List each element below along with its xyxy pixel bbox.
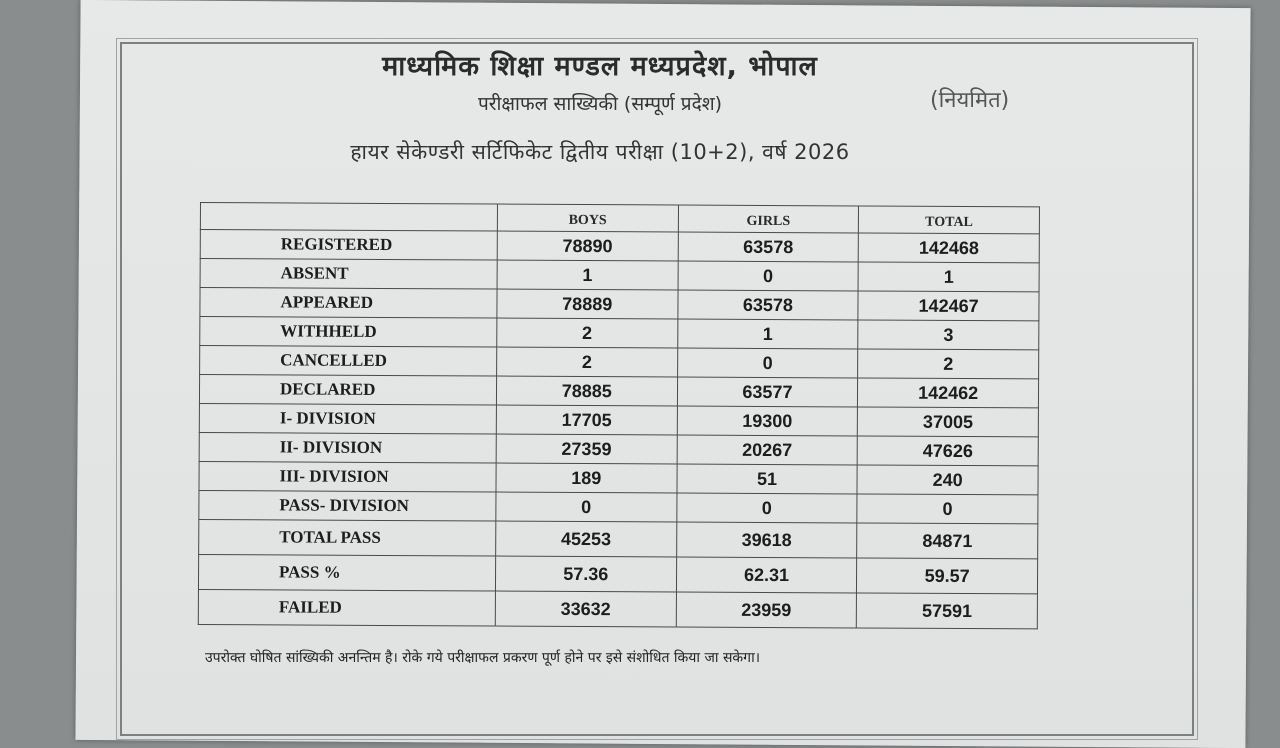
boys-value: 78885 — [496, 376, 678, 407]
row-label: II- DIVISION — [199, 432, 497, 464]
table-row: III- DIVISION 189 51 240 — [198, 461, 1039, 495]
exam-title: हायर सेकेण्डरी सर्टिफिकेट द्वितीय परीक्ष… — [350, 140, 850, 164]
row-label: APPEARED — [199, 287, 497, 319]
girls-value: 51 — [676, 463, 858, 494]
girls-value: 19300 — [676, 406, 858, 436]
regular-tag: (नियमित) — [930, 88, 1010, 113]
table-row: DECLARED 78885 63577 142462 — [199, 374, 1039, 408]
total-value: 240 — [857, 464, 1039, 495]
girls-value: 0 — [677, 261, 859, 291]
boys-value: 45253 — [495, 521, 677, 557]
boys-value: 189 — [495, 463, 677, 493]
header-total: TOTAL — [858, 205, 1040, 234]
total-value: 1 — [858, 261, 1040, 292]
total-value: 0 — [857, 493, 1038, 524]
total-value: 2 — [857, 348, 1039, 379]
boys-value: 1 — [496, 260, 678, 291]
header-boys: BOYS — [497, 204, 679, 233]
girls-value: 63578 — [677, 232, 859, 262]
board-title: माध्यमिक शिक्षा मण्डल मध्यप्रदेश, भोपाल — [382, 51, 818, 82]
footnote: उपरोक्त घोषित सांख्यिकी अनन्तिम है। रोके… — [205, 650, 760, 666]
boys-value: 78889 — [496, 289, 678, 320]
total-value: 37005 — [857, 406, 1039, 437]
table-row: APPEARED 78889 63578 142467 — [199, 287, 1040, 321]
boys-value: 0 — [495, 492, 677, 522]
header-girls: GIRLS — [677, 205, 859, 233]
total-value: 47626 — [857, 435, 1039, 466]
row-label: CANCELLED — [199, 345, 497, 377]
row-label: I- DIVISION — [199, 403, 497, 435]
boys-value: 2 — [496, 347, 678, 378]
total-value: 142467 — [858, 290, 1040, 321]
table-row: II- DIVISION 27359 20267 47626 — [199, 432, 1039, 466]
boys-value: 78890 — [497, 231, 678, 262]
boys-value: 57.36 — [495, 556, 677, 592]
row-label: PASS % — [198, 554, 496, 592]
girls-value: 39618 — [676, 521, 858, 558]
girls-value: 63577 — [677, 377, 858, 407]
header-label-col — [200, 202, 498, 232]
table-row: I- DIVISION 17705 19300 37005 — [199, 403, 1039, 437]
row-label: TOTAL PASS — [198, 519, 496, 557]
table-row: PASS % 57.36 62.31 59.57 — [198, 554, 1038, 594]
result-statistics-table: BOYS GIRLS TOTAL REGISTERED 78890 63578 142… — [198, 202, 1040, 629]
total-value: 142468 — [858, 232, 1040, 263]
table-row: CANCELLED 2 0 2 — [199, 345, 1039, 379]
row-label: III- DIVISION — [198, 461, 497, 493]
table-row: PASS- DIVISION 0 0 0 — [198, 490, 1038, 524]
row-label: REGISTERED — [200, 229, 498, 261]
girls-value: 62.31 — [676, 556, 857, 593]
row-label: DECLARED — [199, 374, 497, 406]
girls-value: 1 — [677, 319, 859, 349]
boys-value: 33632 — [495, 591, 677, 627]
total-value: 57591 — [856, 592, 1038, 629]
table-row: WITHHELD 2 1 3 — [199, 316, 1039, 350]
total-value: 59.57 — [856, 557, 1038, 594]
row-label: WITHHELD — [199, 316, 497, 348]
girls-value: 0 — [676, 492, 858, 523]
row-label: FAILED — [198, 589, 496, 627]
total-value: 3 — [858, 319, 1039, 350]
table-row: ABSENT 1 0 1 — [200, 258, 1040, 292]
row-label: ABSENT — [200, 258, 498, 290]
boys-value: 2 — [496, 318, 678, 349]
girls-value: 0 — [677, 348, 859, 378]
table-row: FAILED 33632 23959 57591 — [198, 589, 1038, 629]
girls-value: 23959 — [675, 591, 857, 628]
table-row: TOTAL PASS 45253 39618 84871 — [198, 519, 1038, 559]
girls-value: 20267 — [676, 435, 858, 465]
row-label: PASS- DIVISION — [198, 490, 496, 522]
girls-value: 63578 — [677, 290, 859, 320]
boys-value: 27359 — [496, 434, 677, 464]
table-row: REGISTERED 78890 63578 142468 — [200, 229, 1040, 263]
report-subtitle: परीक्षाफल साख्यिकी (सम्पूर्ण प्रदेश) — [477, 93, 723, 115]
total-value: 84871 — [856, 522, 1038, 559]
boys-value: 17705 — [496, 405, 678, 436]
total-value: 142462 — [857, 377, 1039, 408]
